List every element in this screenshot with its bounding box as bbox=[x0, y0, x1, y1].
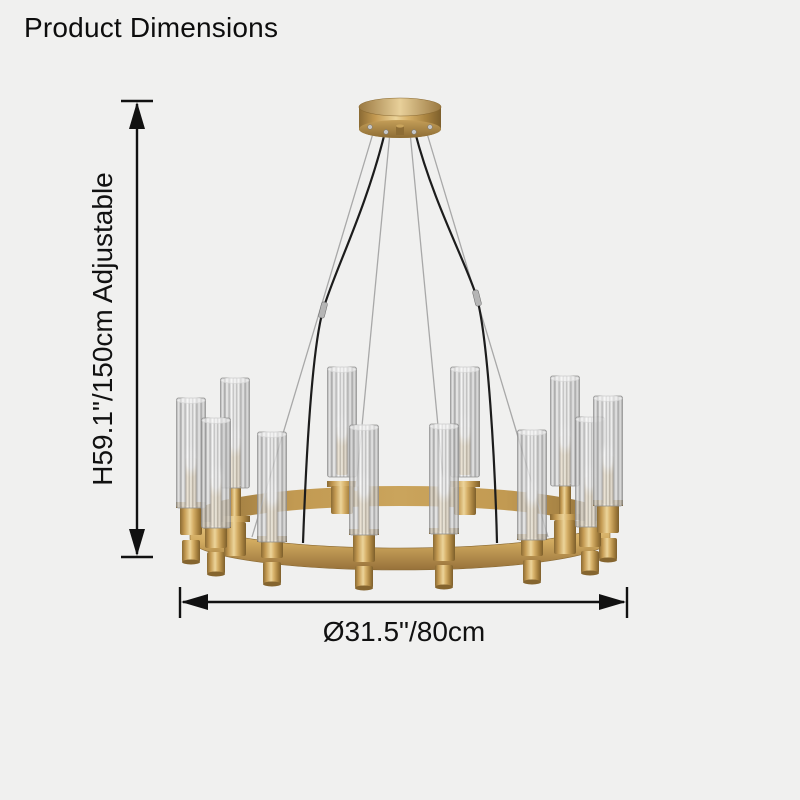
glass-shade bbox=[349, 424, 379, 562]
ring-back bbox=[190, 486, 610, 537]
glass-shade bbox=[176, 397, 206, 535]
glass-shade bbox=[575, 416, 605, 547]
arrow-up-icon bbox=[129, 102, 145, 129]
glass-shade bbox=[593, 395, 623, 533]
arrow-left-icon bbox=[181, 594, 208, 610]
glass-shade-back-left bbox=[327, 366, 357, 514]
arrow-right-icon bbox=[599, 594, 626, 610]
glass-shade-tall-left bbox=[220, 377, 250, 556]
diameter-dimension bbox=[178, 587, 629, 618]
height-dimension-label: H59.1"/150cm Adjustable bbox=[87, 172, 118, 485]
page-title: Product Dimensions bbox=[24, 12, 279, 43]
canopy bbox=[358, 97, 442, 138]
suspension-cables bbox=[251, 129, 549, 544]
glass-shade bbox=[517, 429, 547, 556]
glass-shade bbox=[201, 417, 231, 548]
diameter-dimension-label: Ø31.5"/80cm bbox=[323, 616, 485, 647]
glass-shade-back-right bbox=[450, 366, 480, 515]
ring-front bbox=[189, 516, 611, 571]
glass-shade bbox=[429, 423, 459, 561]
arrow-down-icon bbox=[129, 529, 145, 556]
glass-shade bbox=[257, 431, 287, 558]
glass-shade-tall-right bbox=[550, 375, 580, 554]
chandelier bbox=[176, 97, 623, 591]
height-dimension bbox=[121, 99, 153, 559]
